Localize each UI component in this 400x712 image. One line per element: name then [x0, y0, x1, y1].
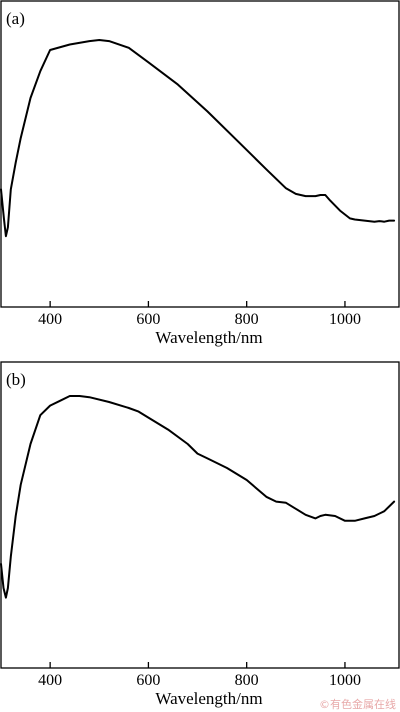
panel-b-series-line: [0, 395, 396, 599]
watermark: ©有色金属在线: [319, 697, 396, 711]
panel-a-label: (a): [6, 9, 25, 28]
panel-a-series-line: [0, 39, 396, 238]
panel-b-x-tick-label-400: 400: [38, 672, 62, 689]
panel-a: (a) 400 600 800 1000 Wavelength/nm: [0, 0, 400, 347]
panel-b-x-axis-label: Wavelength/nm: [155, 689, 262, 708]
panel-a-x-axis: 400 600 800 1000: [38, 301, 361, 328]
panel-b-frame: [0, 361, 400, 669]
panel-a-x-axis-label: Wavelength/nm: [155, 328, 262, 347]
panel-a-frame: [0, 0, 400, 308]
panel-b-x-tick-label-600: 600: [136, 672, 160, 689]
panel-b-x-tick-label-800: 800: [235, 672, 259, 689]
panel-a-x-tick-label-600: 600: [136, 311, 160, 328]
panel-b: (b) 400 600 800 1000 Wavelength/nm: [0, 361, 400, 708]
panel-b-x-axis: 400 600 800 1000: [38, 662, 361, 689]
panel-a-x-tick-label-1000: 1000: [329, 311, 361, 328]
panel-b-label: (b): [6, 370, 26, 389]
panel-a-x-tick-label-400: 400: [38, 311, 62, 328]
panel-a-x-tick-label-800: 800: [235, 311, 259, 328]
panel-b-x-tick-label-1000: 1000: [329, 672, 361, 689]
